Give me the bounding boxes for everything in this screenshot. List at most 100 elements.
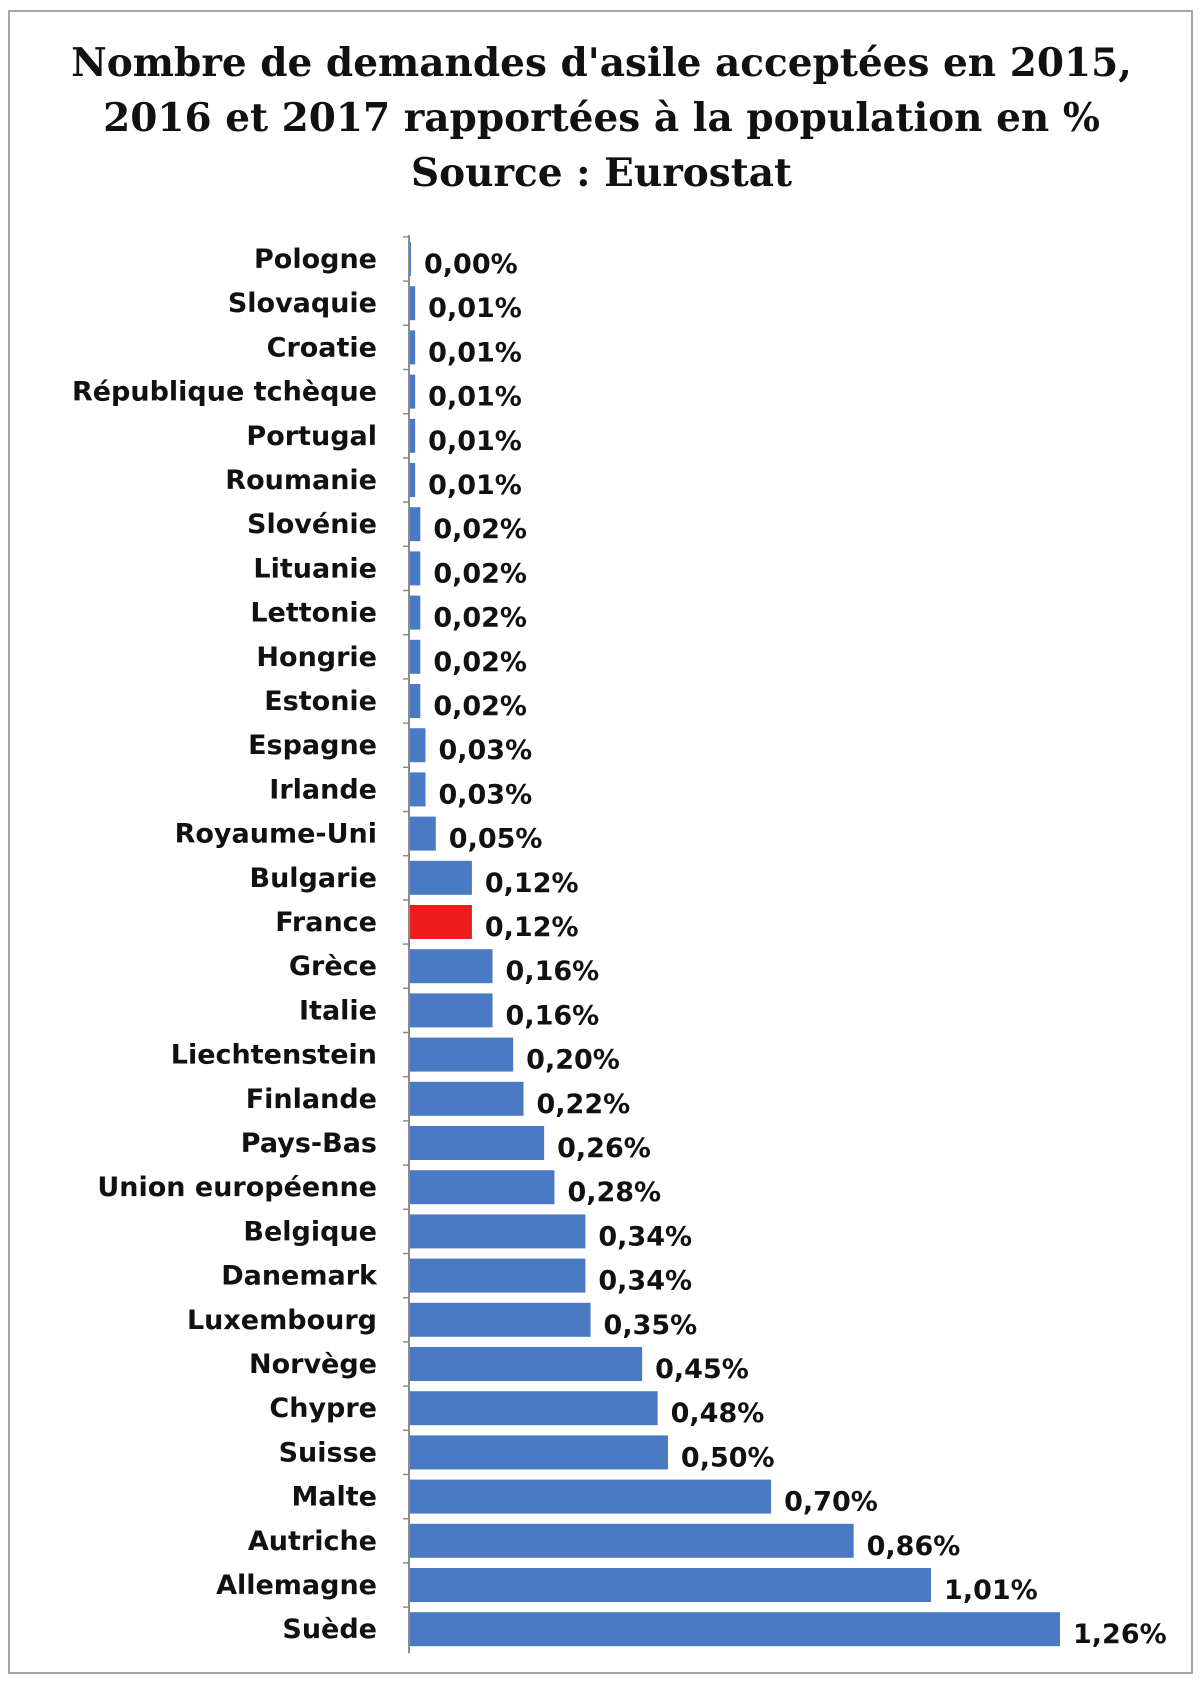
bar-lituanie [410,551,421,586]
bar-gr-ce [410,949,493,984]
bar-pays-bas [410,1126,545,1160]
chart-title-line-1: Nombre de demandes d'asile acceptées en … [71,40,1132,86]
category-label: Malte [291,1482,377,1513]
category-label: Lituanie [253,553,377,584]
category-label: Liechtenstein [171,1040,377,1071]
bar-espagne [410,728,426,763]
bar-union-europ-enne [410,1170,555,1205]
data-label: 0,01% [428,337,522,368]
data-label: 1,01% [944,1575,1038,1606]
data-label: 0,35% [604,1310,698,1341]
data-label: 0,28% [567,1177,661,1208]
data-label: 0,01% [428,470,522,501]
bar-bulgarie [410,860,472,895]
category-label: Italie [299,995,377,1026]
data-label: 0,16% [506,1000,600,1031]
bar-slov-nie [410,507,421,542]
data-label: 0,22% [536,1089,630,1120]
category-label: Autriche [248,1526,377,1557]
category-label: Lettonie [250,598,377,629]
category-label: Espagne [248,730,377,761]
bar-france [410,905,472,939]
data-label: 0,34% [598,1266,692,1297]
bar-allemagne [410,1568,932,1602]
data-label: 0,12% [485,868,579,899]
bar-chypre [410,1391,658,1426]
bar-royaume-uni [410,816,436,851]
category-label: Union européenne [97,1172,377,1203]
data-label: 0,00% [424,249,518,280]
bar-belgique [410,1214,586,1249]
bar-croatie [410,330,416,365]
data-label: 0,02% [433,558,527,589]
category-label: Pays-Bas [241,1128,377,1159]
data-label: 0,01% [428,293,522,324]
bar-luxembourg [410,1302,591,1337]
bar-r-publique-tch-que [410,374,416,409]
bar-italie [410,993,493,1028]
bar-portugal [410,418,416,453]
category-label: République tchèque [72,377,377,408]
data-label: 0,86% [867,1531,961,1562]
bar-slovaquie [410,286,416,321]
data-label: 0,48% [671,1398,765,1429]
data-label: 0,16% [506,956,600,987]
bar-malte [410,1479,772,1514]
data-label: 0,02% [433,514,527,545]
category-label: Pologne [254,244,377,275]
category-label: Roumanie [225,465,377,496]
category-label: Royaume-Uni [175,819,377,850]
category-label: Suisse [279,1437,377,1468]
data-label: 1,26% [1073,1619,1167,1650]
bar-roumanie [410,463,416,497]
category-label: Finlande [246,1084,377,1115]
bar-hongrie [410,639,421,674]
bar-liechtenstein [410,1037,514,1072]
data-label: 0,34% [598,1221,692,1252]
category-label: Estonie [264,686,377,717]
chart-title-line-3: Source : Eurostat [410,150,793,196]
category-label: Slovénie [247,509,377,540]
data-label: 0,26% [557,1133,651,1164]
category-label: Chypre [269,1393,377,1424]
category-label: Grèce [289,951,377,982]
bar-lettonie [410,595,421,630]
category-label: Hongrie [256,642,377,673]
data-label: 0,12% [485,912,579,943]
bar-su-de [410,1612,1060,1647]
bar-norv-ge [410,1347,643,1381]
category-label: Luxembourg [187,1305,377,1336]
data-label: 0,03% [438,735,532,766]
category-label: Croatie [267,332,377,363]
category-label: France [275,907,377,938]
category-label: Suède [282,1614,377,1645]
data-label: 0,02% [433,647,527,678]
category-label: Slovaquie [228,288,377,319]
category-label: Norvège [249,1349,377,1380]
bar-irlande [410,772,426,807]
data-label: 0,03% [438,779,532,810]
data-label: 0,01% [428,426,522,457]
bar-finlande [410,1081,524,1116]
category-label: Allemagne [216,1570,377,1601]
data-label: 0,50% [681,1442,775,1473]
data-label: 0,45% [655,1354,749,1385]
bar-pologne [410,242,411,276]
category-label: Danemark [221,1261,378,1292]
category-label: Bulgarie [250,863,378,894]
bar-autriche [410,1523,854,1558]
data-label: 0,70% [784,1487,878,1518]
category-label: Irlande [269,774,377,805]
data-label: 0,01% [428,382,522,413]
bar-estonie [410,684,421,718]
data-label: 0,05% [449,824,543,855]
category-label: Portugal [246,421,377,452]
category-label: Belgique [243,1216,377,1247]
chart-title: Nombre de demandes d'asile acceptées en … [0,36,1203,201]
chart-title-line-2: 2016 et 2017 rapportées à la population … [103,95,1100,141]
bar-danemark [410,1258,586,1293]
data-label: 0,02% [433,603,527,634]
bar-suisse [410,1435,668,1470]
data-label: 0,02% [433,691,527,722]
